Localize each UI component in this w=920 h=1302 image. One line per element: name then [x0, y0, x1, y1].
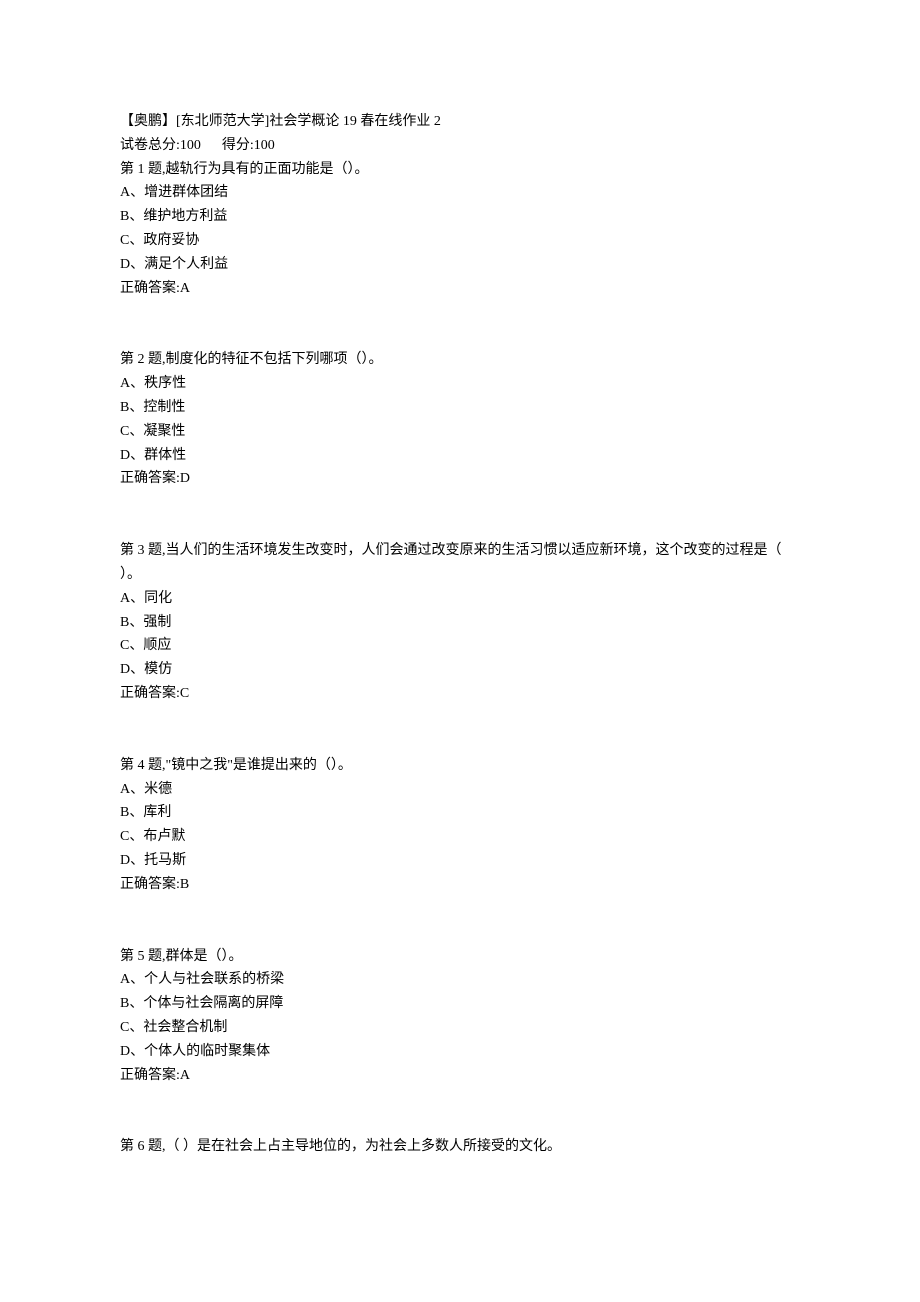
question-option: A、秩序性 [120, 372, 800, 396]
question-option: D、群体性 [120, 444, 800, 468]
question-option: A、个人与社会联系的桥梁 [120, 968, 800, 992]
question-answer: 正确答案:C [120, 682, 800, 706]
document-title: 【奥鹏】[东北师范大学]社会学概论 19 春在线作业 2 [120, 110, 800, 134]
question-option: A、米德 [120, 778, 800, 802]
question-1: 第 1 题,越轨行为具有的正面功能是（）。 A、增进群体团结 B、维护地方利益 … [120, 158, 800, 301]
question-5: 第 5 题,群体是（）。 A、个人与社会联系的桥梁 B、个体与社会隔离的屏障 C… [120, 945, 800, 1088]
document-scoreline: 试卷总分:100 得分:100 [120, 134, 800, 158]
question-option: D、托马斯 [120, 849, 800, 873]
document-header: 【奥鹏】[东北师范大学]社会学概论 19 春在线作业 2 试卷总分:100 得分… [120, 110, 800, 158]
question-prompt: 第 5 题,群体是（）。 [120, 945, 800, 969]
question-3: 第 3 题,当人们的生活环境发生改变时，人们会通过改变原来的生活习惯以适应新环境… [120, 539, 800, 706]
question-option: A、增进群体团结 [120, 181, 800, 205]
question-option: A、同化 [120, 587, 800, 611]
question-option: B、强制 [120, 611, 800, 635]
question-prompt: 第 3 题,当人们的生活环境发生改变时，人们会通过改变原来的生活习惯以适应新环境… [120, 539, 800, 587]
question-answer: 正确答案:B [120, 873, 800, 897]
question-prompt: 第 6 题,（ ）是在社会上占主导地位的，为社会上多数人所接受的文化。 [120, 1135, 800, 1159]
question-answer: 正确答案:D [120, 467, 800, 491]
question-option: B、控制性 [120, 396, 800, 420]
question-2: 第 2 题,制度化的特征不包括下列哪项（）。 A、秩序性 B、控制性 C、凝聚性… [120, 348, 800, 491]
document-page: 【奥鹏】[东北师范大学]社会学概论 19 春在线作业 2 试卷总分:100 得分… [0, 0, 920, 1302]
question-option: C、布卢默 [120, 825, 800, 849]
question-prompt: 第 2 题,制度化的特征不包括下列哪项（）。 [120, 348, 800, 372]
question-option: D、模仿 [120, 658, 800, 682]
question-prompt: 第 4 题,"镜中之我"是谁提出来的（）。 [120, 754, 800, 778]
question-option: B、个体与社会隔离的屏障 [120, 992, 800, 1016]
question-6: 第 6 题,（ ）是在社会上占主导地位的，为社会上多数人所接受的文化。 [120, 1135, 800, 1159]
question-option: D、满足个人利益 [120, 253, 800, 277]
question-option: C、社会整合机制 [120, 1016, 800, 1040]
question-4: 第 4 题,"镜中之我"是谁提出来的（）。 A、米德 B、库利 C、布卢默 D、… [120, 754, 800, 897]
question-option: B、库利 [120, 801, 800, 825]
question-option: C、凝聚性 [120, 420, 800, 444]
question-option: C、政府妥协 [120, 229, 800, 253]
question-answer: 正确答案:A [120, 277, 800, 301]
question-option: C、顺应 [120, 634, 800, 658]
question-option: D、个体人的临时聚集体 [120, 1040, 800, 1064]
question-option: B、维护地方利益 [120, 205, 800, 229]
question-answer: 正确答案:A [120, 1064, 800, 1088]
question-prompt: 第 1 题,越轨行为具有的正面功能是（）。 [120, 158, 800, 182]
